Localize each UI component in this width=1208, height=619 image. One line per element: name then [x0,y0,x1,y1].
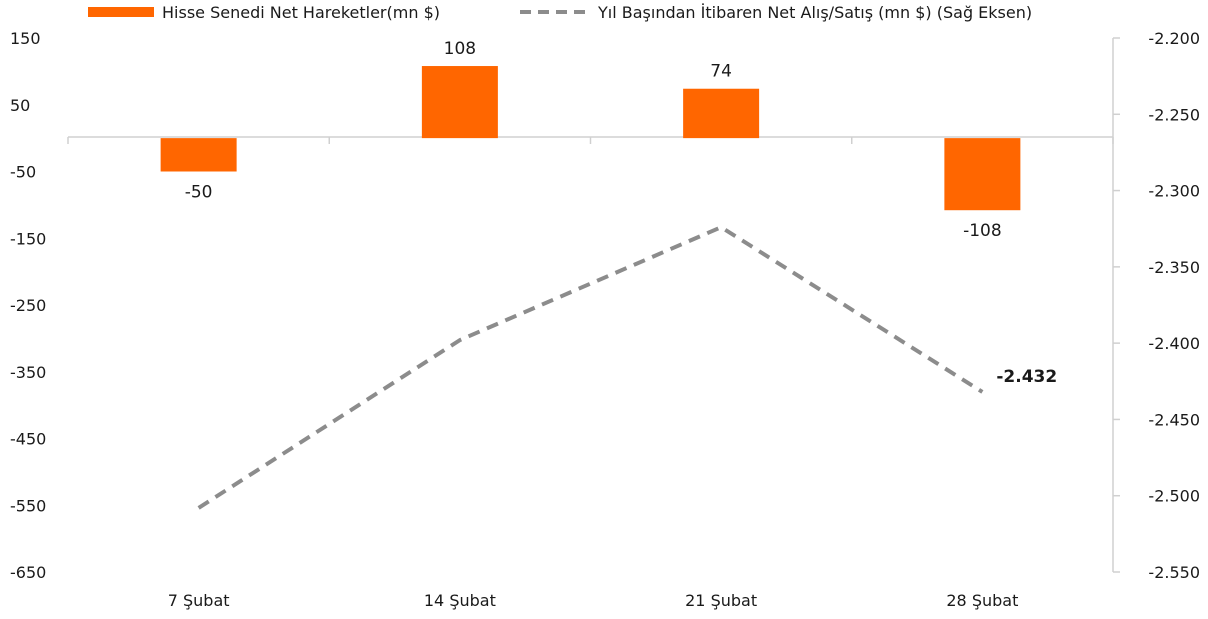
bar-data-label: -50 [185,183,213,203]
legend-bar-swatch [88,7,154,17]
bar [944,138,1021,211]
left-axis-tick-label: 150 [10,29,41,48]
category-tick-label: 14 Şubat [424,591,496,610]
right-axis-tick-label: -2.500 [1148,487,1200,506]
line-series [197,224,984,510]
bar-data-label: -108 [963,221,1002,241]
line-series-path [197,224,984,510]
left-axis-tick-label: -250 [10,296,46,315]
right-axis-tick-label: -2.350 [1148,258,1200,277]
left-axis-tick-label: -550 [10,496,46,515]
left-axis-tick-label: -350 [10,363,46,382]
bar-data-label: 74 [710,62,732,82]
axes: 150 50 -50 -150 -250 -350 -450 -550 -650 -2.200 -2… [10,29,1200,610]
left-axis-tick-label: -450 [10,430,46,449]
bar [160,138,237,172]
bar [421,66,498,139]
category-tick-label: 7 Şubat [168,591,230,610]
legend-bar-label: Hisse Senedi Net Hareketler(mn $) [162,3,440,22]
right-axis-tick-label: -2.300 [1148,182,1200,201]
bar-data-label: 108 [444,39,476,59]
legend-line-label: Yıl Başından İtibaren Net Alış/Satış (mn… [597,3,1032,22]
left-axis-tick-label: -650 [10,563,46,582]
bars [160,66,1021,211]
right-axis-tick-label: -2.200 [1148,29,1200,48]
data-labels: -50 108 74 -108 -2.432 [185,39,1057,387]
left-axis-tick-label: 50 [10,96,30,115]
legend: Hisse Senedi Net Hareketler(mn $) Yıl Ba… [88,3,1032,22]
right-axis-tick-label: -2.550 [1148,563,1200,582]
right-axis-tick-label: -2.400 [1148,334,1200,353]
bar [683,88,760,139]
category-tick-label: 28 Şubat [946,591,1018,610]
right-axis-tick-label: -2.450 [1148,410,1200,429]
left-axis-tick-label: -150 [10,229,46,248]
left-axis-tick-label: -50 [10,163,36,182]
line-last-value-label: -2.432 [996,367,1057,387]
right-axis-tick-label: -2.250 [1148,105,1200,124]
category-tick-label: 21 Şubat [685,591,757,610]
